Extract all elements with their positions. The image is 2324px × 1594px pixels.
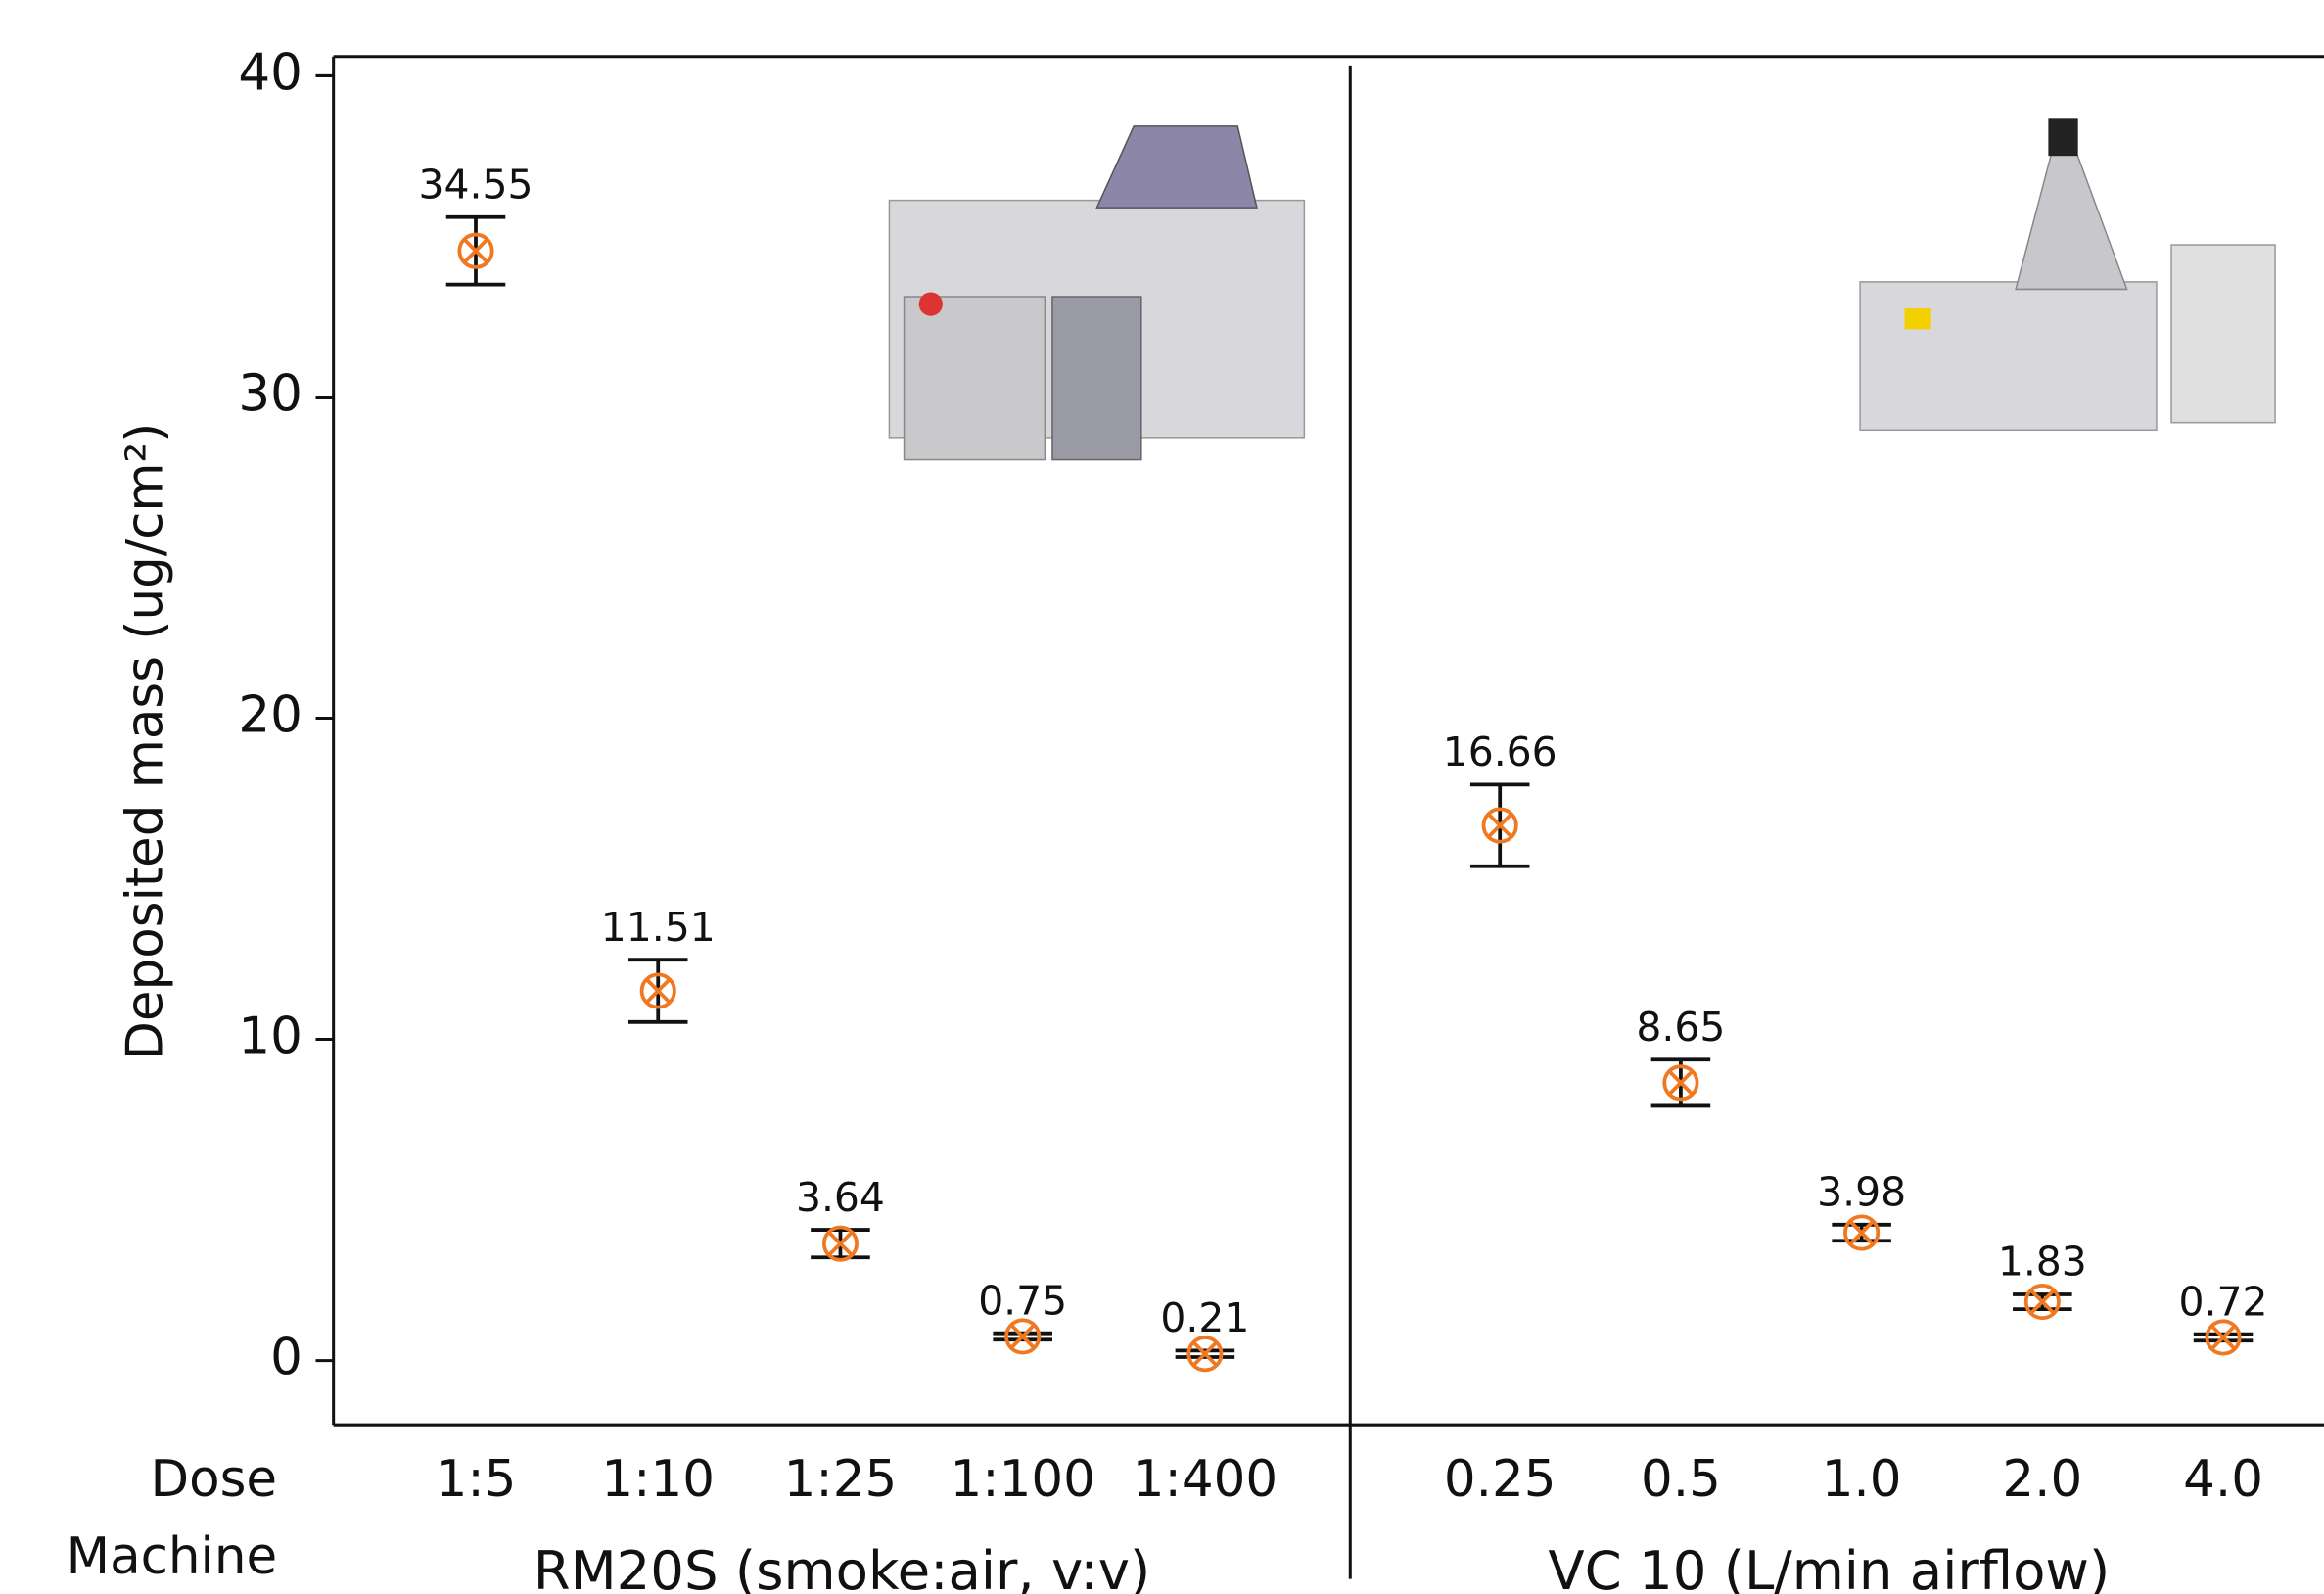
y-tick-label: 30 — [238, 364, 302, 423]
value-label: 0.72 — [2179, 1278, 2268, 1325]
x-tick-label: 2.0 — [2002, 1450, 2082, 1509]
page: {"chart_data": {"type": "scatter", "y_la… — [0, 0, 2324, 1594]
value-label: 16.66 — [1443, 728, 1557, 775]
row-label: Dose — [151, 1450, 278, 1509]
point — [1006, 1320, 1039, 1352]
x-tick-label: 1:25 — [784, 1450, 898, 1509]
x-tick-label: 1:400 — [1133, 1450, 1278, 1509]
value-label: 0.75 — [978, 1277, 1067, 1324]
x-tick-label: 1.0 — [1822, 1450, 1902, 1509]
x-tick-label: 1:5 — [436, 1450, 517, 1509]
x-tick-label: 1:100 — [951, 1450, 1095, 1509]
x-tick-label: 0.5 — [1641, 1450, 1721, 1509]
x-tick-label: 4.0 — [2183, 1450, 2263, 1509]
value-label: 8.65 — [1636, 1004, 1725, 1051]
chart: Deposited mass (ug/cm²) Dose Machine 0 10… — [0, 0, 2324, 1594]
device-photo — [1860, 118, 2275, 430]
point — [1845, 1216, 1878, 1248]
point — [2207, 1321, 2239, 1353]
device-photo — [889, 126, 1304, 460]
y-tick-label: 0 — [270, 1329, 302, 1387]
value-label: 3.98 — [1817, 1169, 1906, 1216]
value-label: 3.64 — [796, 1174, 885, 1221]
group-label: RM20S (smoke:air, v:v) — [534, 1539, 1151, 1594]
y-axis-title: Deposited mass (ug/cm²) — [116, 423, 174, 1060]
y-tick-label: 10 — [238, 1008, 302, 1066]
x-tick-label: 1:10 — [601, 1450, 715, 1509]
row-label: Machine — [67, 1527, 277, 1586]
x-tick-label: 0.25 — [1444, 1450, 1557, 1509]
point — [2026, 1286, 2059, 1318]
value-label: 1.83 — [1998, 1239, 2087, 1286]
value-label: 34.55 — [419, 161, 534, 208]
point — [1188, 1337, 1221, 1370]
group-label: VC 10 (L/min airflow) — [1548, 1539, 2110, 1594]
value-label: 0.21 — [1160, 1294, 1249, 1341]
y-tick-label: 40 — [238, 43, 302, 102]
value-label: 11.51 — [601, 904, 716, 951]
y-tick-label: 20 — [238, 686, 302, 745]
